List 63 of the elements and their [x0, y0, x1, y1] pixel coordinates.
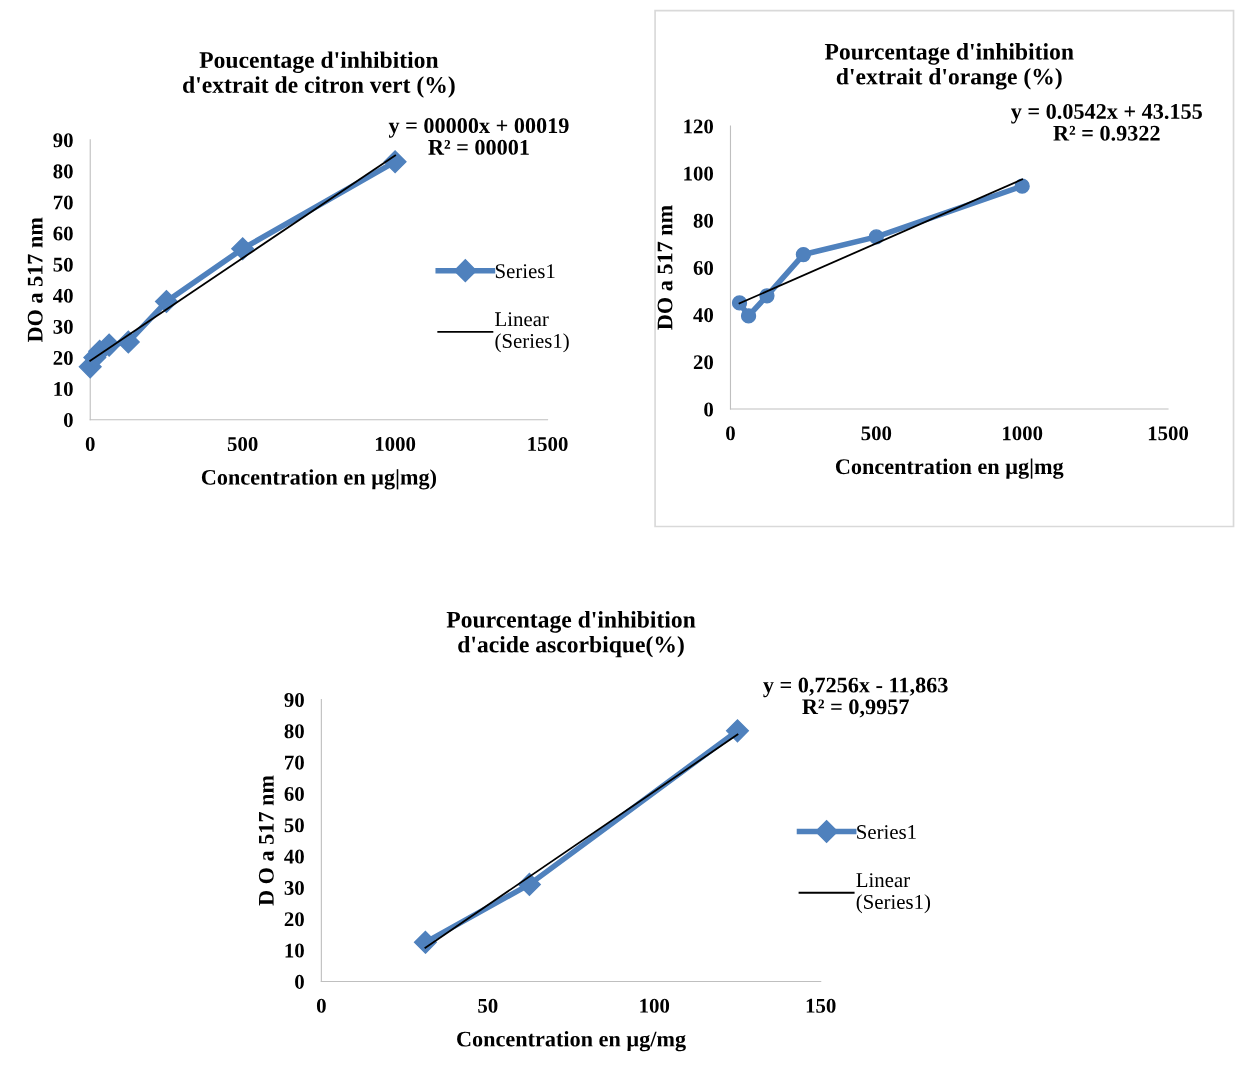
y-tick-label: 20: [53, 350, 73, 365]
legend-label: Linear (Series1): [856, 873, 931, 914]
legend-label: Linear (Series1): [495, 312, 569, 353]
y-tick-label: 70: [53, 195, 73, 210]
y-tick-label: 90: [53, 133, 73, 148]
y-tick-label: 120: [684, 119, 714, 134]
y-tick-label: 100: [684, 166, 714, 181]
x-tick-label: 0: [85, 436, 95, 452]
x-tick-label: 50: [478, 998, 498, 1013]
y-tick-label: 50: [53, 257, 73, 272]
x-tick-label: 1000: [375, 436, 416, 452]
y-tick-label: 60: [284, 786, 304, 801]
y-tick-label: 30: [53, 319, 73, 334]
y-tick-label: 70: [285, 755, 304, 770]
x-axis-title: Concentration en µg|mg: [835, 458, 1064, 479]
x-tick-label: 150: [806, 998, 836, 1013]
x-tick-label: 0: [726, 426, 735, 441]
y-tick-label: 40: [693, 308, 714, 323]
annotation: y = 0.0542x + 43.155 R² = 0.9322: [1010, 103, 1202, 141]
y-axis-title: D O a 517 nm: [258, 775, 274, 906]
point: [1014, 178, 1030, 194]
y-tick-label: 0: [63, 413, 73, 428]
y-tick-label: 50: [284, 818, 304, 833]
y-tick-label: 20: [284, 912, 304, 927]
y-tick-label: 0: [295, 974, 304, 989]
y-axis-title: DO a 517 nm: [27, 217, 43, 343]
y-tick-label: 40: [284, 849, 304, 864]
y-tick-label: 40: [53, 288, 73, 303]
chart-title: Poucentage d'inhibition d'extrait de citron vert (%): [183, 51, 455, 98]
x-tick-label: 1500: [1148, 426, 1189, 441]
y-tick-label: 0: [704, 402, 714, 417]
x-tick-label: 1500: [528, 436, 568, 452]
legend-label: Series1: [857, 825, 916, 840]
y-tick-label: 80: [693, 213, 714, 228]
y-tick-label: 10: [54, 382, 73, 397]
y-tick-label: 80: [53, 164, 73, 179]
x-tick-label: 500: [227, 436, 258, 452]
y-tick-label: 90: [284, 692, 304, 707]
y-tick-label: 80: [284, 724, 304, 739]
point: [731, 295, 748, 311]
y-tick-label: 60: [53, 226, 73, 241]
x-axis-title: Concentration en µg|mg): [201, 469, 437, 490]
point: [231, 237, 255, 261]
point: [795, 246, 812, 263]
point: [725, 719, 749, 743]
chart-title: Pourcentage d'inhibition d'extrait d'orange (%): [824, 43, 1074, 90]
y-tick-label: 60: [693, 260, 714, 275]
annotation: y = 00000x + 00019 R² = 00001: [388, 118, 569, 155]
y-axis-title: DO a 517 nm: [657, 205, 673, 330]
x-tick-label: 100: [640, 998, 670, 1013]
y-tick-label: 30: [284, 880, 304, 895]
point: [740, 308, 757, 324]
legend-label: Series1: [495, 264, 555, 279]
x-axis-title: Concentration en µg/mg: [457, 1030, 686, 1052]
chart-title: Pourcentage d'inhibition d'acide ascorbique(%): [446, 611, 696, 658]
point: [868, 229, 884, 245]
y-tick-label: 20: [693, 355, 714, 370]
x-tick-label: 1000: [1003, 426, 1043, 441]
y-tick-label: 10: [285, 943, 304, 958]
x-tick-label: 0: [316, 998, 326, 1013]
point: [413, 930, 437, 954]
x-tick-label: 500: [861, 426, 892, 441]
annotation: y = 0,7256x - 11,863 R² = 0,9957: [763, 677, 948, 718]
